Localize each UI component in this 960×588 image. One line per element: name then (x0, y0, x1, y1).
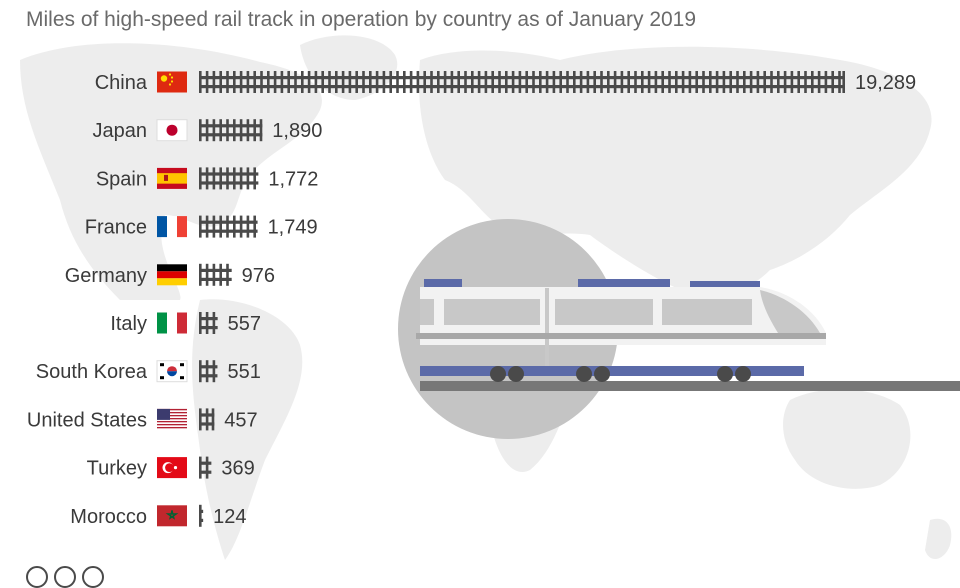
flag-france-icon (157, 216, 187, 238)
flag-china-icon (157, 71, 187, 93)
train-roof-stripe-right (690, 281, 760, 287)
flag-turkey-icon (157, 457, 187, 479)
bar (199, 215, 258, 238)
value-label: 1,772 (268, 168, 318, 190)
value-label: 551 (227, 361, 260, 383)
bar-rail-top (199, 461, 212, 465)
high-speed-train-icon (398, 219, 960, 439)
category-label: South Korea (36, 361, 148, 383)
chart-row: Japan 1,890 (93, 119, 322, 142)
train-window-2 (444, 299, 540, 325)
train-window-1 (420, 299, 434, 325)
bar (199, 119, 263, 142)
bar-rail-bottom (199, 470, 212, 474)
bar (199, 263, 232, 286)
attribution-icon (54, 566, 76, 588)
train-grey-band (416, 333, 826, 339)
train-lower-stripe (420, 366, 804, 376)
value-label: 124 (213, 506, 246, 528)
category-label: France (85, 217, 147, 239)
train-rail (420, 381, 960, 391)
category-label: Turkey (87, 458, 147, 480)
value-label: 976 (242, 265, 275, 287)
chart-row: Italy 557 (110, 312, 261, 335)
flag-spain-icon (157, 167, 187, 189)
category-label: Japan (93, 120, 148, 142)
train-window-4 (662, 299, 752, 325)
category-label: China (95, 72, 148, 94)
creative-commons-icon (26, 566, 48, 588)
bar-rail-bottom (199, 85, 845, 89)
flag-germany-icon (157, 264, 187, 286)
flag-south-korea-icon (156, 360, 188, 383)
value-label: 457 (224, 409, 257, 431)
value-label: 1,749 (268, 217, 318, 239)
bar-rail-top (199, 124, 263, 128)
bar (199, 456, 212, 479)
flag-japan-icon (156, 119, 188, 142)
bar (199, 408, 215, 431)
bar (199, 71, 845, 93)
value-label: 19,289 (855, 72, 916, 94)
train-divider (545, 288, 549, 376)
bar-rail-top (199, 268, 232, 272)
footer-license-icons (26, 566, 104, 588)
chart-row: United States 457 (27, 408, 258, 431)
chart-row: China 19,289 (95, 71, 916, 94)
bar-rail-bottom (199, 277, 232, 281)
category-label: Italy (110, 313, 147, 335)
chart-row: Turkey 369 (87, 456, 255, 480)
chart-row: Spain 1,772 (96, 167, 318, 190)
flag-morocco-icon (157, 505, 187, 527)
bar-rail-bottom (199, 133, 263, 137)
category-label: Spain (96, 168, 147, 190)
bar (199, 360, 218, 383)
bar-rail-top (199, 76, 845, 80)
train-windshield (760, 290, 820, 333)
train-roof-stripe-left (424, 279, 462, 287)
bar-chart: China 19,289 Japan 1,890 Spain 1,772 France 1,7… (27, 71, 916, 528)
value-label: 369 (221, 458, 254, 480)
chart-row: France 1,749 (85, 215, 318, 239)
flag-italy-icon (157, 312, 187, 334)
train-window-3 (555, 299, 653, 325)
value-label: 557 (228, 313, 261, 335)
train-wheels (490, 366, 751, 382)
category-label: Germany (65, 265, 147, 287)
bar (199, 504, 204, 527)
chart-row: Germany 976 (65, 263, 275, 287)
bar (199, 312, 218, 334)
flag-united-states-icon (157, 408, 187, 430)
chart-row: South Korea 551 (36, 360, 261, 383)
category-label: United States (27, 409, 147, 431)
chart-subtitle: Miles of high-speed rail track in operat… (26, 8, 697, 31)
bar (199, 167, 259, 190)
chart-row: Morocco 124 (70, 504, 247, 528)
value-label: 1,890 (272, 120, 322, 142)
no-derivatives-icon (82, 566, 104, 588)
category-label: Morocco (70, 506, 147, 528)
train-roof-stripe-mid (578, 279, 670, 287)
